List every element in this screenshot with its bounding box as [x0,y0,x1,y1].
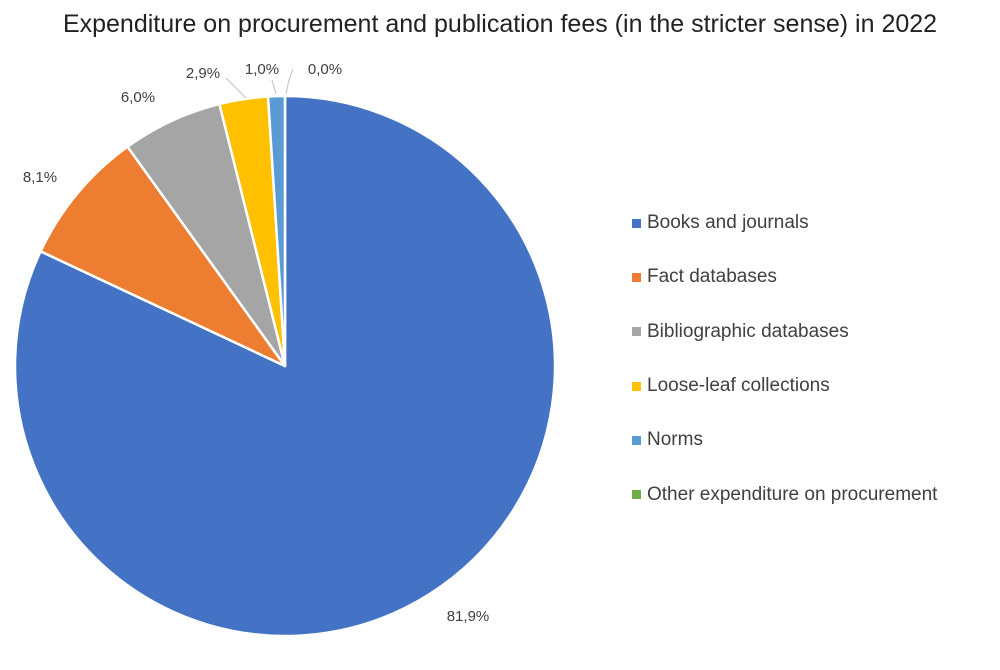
legend-swatch [632,272,641,282]
data-label: 1,0% [245,61,279,78]
chart-title: Expenditure on procurement and publicati… [62,10,938,38]
legend-item: Books and journals [632,196,937,250]
legend-swatch [632,435,641,445]
leader-line [285,68,294,95]
legend-label: Loose-leaf collections [647,375,830,397]
legend-label: Bibliographic databases [647,320,849,342]
legend-swatch [632,218,641,228]
legend-swatch [632,381,641,391]
data-label: 0,0% [308,61,342,78]
legend-item: Norms [632,413,937,467]
legend-item: Fact databases [632,250,937,304]
data-label: 8,1% [23,169,57,186]
legend-swatch [632,490,641,500]
leader-line [271,79,277,95]
legend-label: Norms [647,429,703,451]
legend-label: Fact databases [647,266,777,288]
data-label: 81,9% [447,608,490,625]
legend-label: Other expenditure on procurement [647,483,938,505]
chart-legend: Books and journals Fact databases Biblio… [632,196,937,522]
leader-line [225,77,247,99]
legend-swatch [632,327,641,337]
legend-item: Bibliographic databases [632,305,937,359]
pie-slice [266,94,287,368]
pie-slice [39,145,287,368]
data-label: 6,0% [121,89,155,106]
legend-item: Loose-leaf collections [632,359,937,413]
data-label: 2,9% [186,65,220,82]
legend-label: Books and journals [647,212,809,234]
legend-item: Other expenditure on procurement [632,467,937,521]
